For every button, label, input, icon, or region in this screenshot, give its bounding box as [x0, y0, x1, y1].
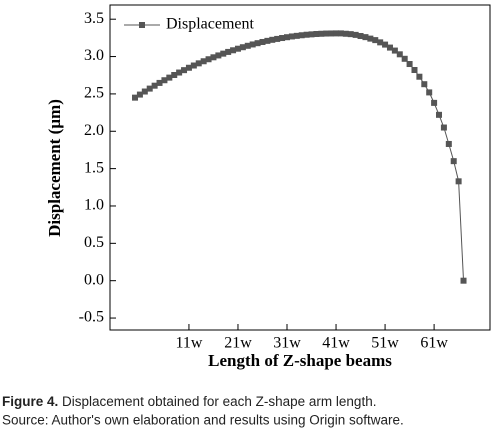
point: [352, 31, 359, 38]
point: [141, 88, 148, 95]
point: [426, 89, 433, 96]
point: [391, 47, 398, 54]
y-tick-label: 0.0: [84, 271, 104, 288]
plot-frame: [109, 4, 491, 331]
point: [445, 140, 452, 147]
x-axis-title: Length of Z-shape beams: [208, 351, 392, 370]
point: [230, 47, 237, 54]
y-tick-label: 2.0: [84, 122, 104, 139]
point: [416, 73, 423, 80]
y-tick-label: 1.0: [84, 197, 104, 214]
point: [249, 41, 256, 48]
point: [377, 39, 384, 46]
point: [171, 72, 178, 79]
point: [411, 67, 418, 73]
y-axis-title: Displacement (µm): [45, 99, 64, 237]
point: [132, 94, 139, 101]
point: [406, 61, 413, 68]
point: [181, 67, 188, 74]
point: [225, 48, 232, 55]
point: [220, 50, 227, 57]
point: [367, 35, 374, 42]
point: [269, 36, 276, 43]
point: [382, 41, 389, 48]
point: [303, 31, 310, 38]
point: [166, 74, 173, 81]
point: [455, 178, 462, 185]
legend-marker: [139, 22, 145, 28]
point: [176, 69, 183, 76]
y-tick-label: 3.5: [84, 10, 104, 27]
point: [156, 79, 163, 86]
y-tick-label: 0.5: [84, 234, 104, 251]
x-tick-label: 21w: [224, 335, 252, 352]
point: [274, 35, 281, 42]
point: [185, 64, 192, 71]
point: [421, 81, 428, 88]
point: [337, 30, 344, 37]
x-tick-label: 31w: [273, 335, 301, 352]
point: [308, 31, 315, 38]
point: [259, 38, 266, 45]
caption: Figure 4. Displacement obtained for each…: [2, 394, 376, 409]
x-tick-label: 41w: [322, 335, 350, 352]
point: [347, 31, 354, 38]
x-tick-label: 51w: [371, 335, 399, 352]
y-tick-label: 1.5: [84, 159, 104, 176]
point: [205, 56, 212, 63]
y-tick-label: 3.0: [84, 47, 104, 64]
caption-source: Source: Author's own elaboration and res…: [2, 413, 404, 428]
legend-label: Displacement: [166, 16, 255, 33]
point: [151, 82, 158, 89]
point: [136, 91, 143, 98]
point: [234, 45, 241, 52]
point: [288, 33, 295, 40]
point: [318, 30, 325, 37]
point: [362, 34, 369, 41]
point: [200, 58, 207, 65]
x-tick-label: 11w: [175, 335, 202, 352]
point: [431, 99, 438, 106]
y-tick-label: -0.5: [79, 309, 104, 326]
point: [215, 52, 222, 59]
caption-text: Displacement obtained for each Z-shape a…: [62, 394, 376, 409]
point: [298, 32, 305, 39]
point: [323, 30, 330, 37]
point: [440, 124, 447, 131]
point: [195, 60, 202, 67]
point: [293, 32, 300, 39]
point: [460, 277, 467, 284]
point: [357, 33, 364, 40]
point: [146, 85, 153, 92]
point: [450, 158, 457, 165]
point: [279, 35, 286, 42]
point: [239, 44, 246, 51]
y-tick-label: 2.5: [84, 85, 104, 102]
point: [313, 30, 320, 37]
point: [328, 30, 335, 37]
point: [161, 77, 168, 84]
point: [372, 37, 379, 44]
point: [190, 62, 197, 69]
point: [284, 34, 291, 41]
point: [210, 54, 217, 61]
point: [254, 40, 261, 47]
caption-label: Figure 4.: [2, 394, 58, 409]
point: [244, 42, 251, 49]
x-tick-label: 61w: [420, 335, 448, 352]
point: [386, 44, 393, 51]
point: [396, 51, 403, 58]
point: [342, 30, 349, 37]
point: [333, 30, 340, 37]
point: [264, 37, 271, 44]
point: [401, 55, 408, 62]
point: [436, 111, 443, 118]
